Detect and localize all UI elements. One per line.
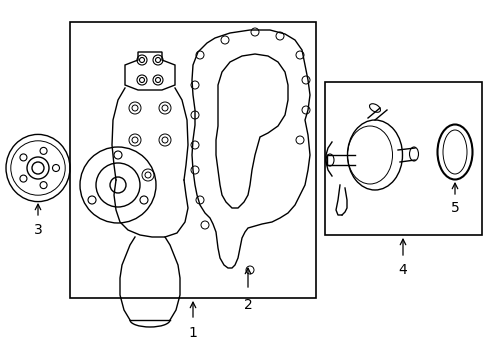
- Bar: [325, 82, 481, 235]
- Bar: [70, 22, 315, 298]
- Text: 1: 1: [188, 326, 197, 340]
- Text: 4: 4: [398, 263, 407, 277]
- Text: 3: 3: [34, 223, 42, 237]
- Text: 2: 2: [243, 298, 252, 312]
- Text: 5: 5: [450, 201, 458, 215]
